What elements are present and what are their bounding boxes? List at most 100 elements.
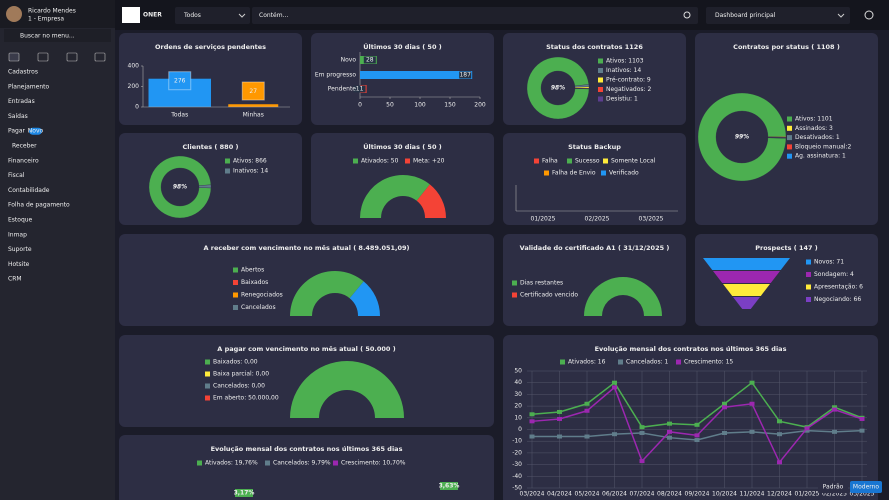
legend-label: Sondagem: 4 [814,271,854,278]
marker [749,429,755,434]
value-label: 11 [356,86,364,93]
point-label: 3,17% [234,490,255,497]
x-tick-label: 07/2024 [630,491,655,498]
point-label: 3,63% [439,483,460,490]
value-label: 28 [366,57,374,64]
dashboard-select[interactable] [706,7,850,24]
card-title: Últimos 30 dias ( 50 ) [363,42,441,51]
menu-tab-icon[interactable] [94,52,106,62]
legend-swatch [205,395,210,401]
menu-item[interactable]: CRM [8,276,22,283]
legend-swatch [603,158,608,164]
menu-tab-icon[interactable] [66,52,78,62]
value-label: 27 [249,88,257,95]
y-tick-label: 50 [514,368,522,375]
menu-item[interactable]: Contabilidade [8,187,50,194]
marker [749,401,755,406]
legend-swatch [787,153,792,159]
menu-item[interactable]: Hotsite [8,261,30,268]
card-title: Prospects ( 147 ) [755,244,818,252]
menu-tab-icon[interactable] [37,52,49,62]
bar [228,104,279,107]
legend-label: Bloqueio manual:2 [795,143,851,150]
legend-swatch [205,383,210,389]
x-tick-label: 12/2024 [767,491,792,498]
legend-label: Baixados: 0,00 [213,359,258,366]
marker [557,434,562,439]
card [503,33,686,125]
search-icon [683,11,691,19]
y-tick-label: -20 [512,449,522,456]
menu-item[interactable]: Planejamento [8,83,49,90]
legend-label: Baixados [241,279,268,286]
card-title: Últimos 30 dias ( 50 ) [363,142,441,151]
x-tick-label: 02/2025 [585,216,610,223]
value-label: 187 [459,72,471,79]
menu-item[interactable]: Fiscal [8,172,25,179]
legend-swatch [233,305,238,310]
user-icon[interactable] [864,10,874,20]
value-label: 276 [174,78,186,85]
marker [584,408,590,413]
y-tick-label: 10 [514,414,522,421]
legend-label: Cancelados [241,304,276,311]
menu-item[interactable]: Pagar [8,128,26,135]
x-tick-label: 100 [414,102,426,109]
menu-item[interactable]: Financeiro [8,157,39,164]
view-button[interactable] [850,481,882,493]
legend-swatch [567,158,572,164]
marker [612,385,617,390]
marker [859,428,865,433]
marker [694,438,700,443]
menu-item[interactable]: Estoque [8,217,33,224]
category-label: Pendente [328,86,357,93]
x-tick-label: 01/2025 [531,216,556,223]
legend-label: Crescimento: 10,70% [341,460,406,467]
marker [667,435,672,440]
x-tick-label: 03/2025 [850,491,875,498]
legend-swatch [598,68,603,73]
menu-item[interactable]: Saídas [8,113,28,120]
filter-select[interactable] [175,7,250,24]
card-title: A pagar com vencimento no mês atual ( 50… [217,345,395,353]
menu-item[interactable]: Receber [12,143,37,150]
legend-label: Ativos: 1101 [795,116,833,123]
x-tick-label: 10/2024 [712,491,737,498]
legend-label: Ativados: 50 [361,158,399,165]
marker [639,431,645,436]
legend-swatch [544,170,549,176]
legend-swatch [787,135,792,141]
x-tick-label: 50 [386,102,394,109]
y-tick-label: -40 [512,473,522,480]
legend-swatch [353,158,358,164]
search-box[interactable] [252,7,698,24]
card-title: Evolução mensal dos contratos nos último… [211,445,403,453]
menu-item[interactable]: Folha de pagamento [8,202,70,209]
card-title: Clientes ( 880 ) [183,143,239,151]
search-text: Contém... [259,12,288,19]
menu-item[interactable]: Suporte [8,246,32,253]
center-label: 98% [173,184,187,191]
menu-item[interactable]: Inmap [8,231,27,238]
view-button[interactable] [818,481,848,493]
marker [832,407,837,412]
y-tick-label: 400 [128,63,140,70]
legend-swatch [233,292,238,298]
legend-swatch [233,267,238,273]
sidebar [0,0,115,500]
marker [667,421,672,426]
gauge-segment [360,175,430,218]
y-tick-label: 40 [514,379,522,386]
menu-item[interactable]: Cadastros [8,69,38,76]
legend-swatch [205,371,210,377]
legend-label: Renegociados [241,292,283,299]
legend-swatch [601,170,606,176]
menu-item[interactable]: Entradas [8,98,35,105]
y-tick-label: 200 [128,83,140,90]
funnel-band [703,258,790,270]
menu-search[interactable] [4,29,111,42]
funnel-band [723,284,770,296]
company: 1 - Empresa [28,16,64,23]
marker [612,432,617,437]
menu-tab-icon[interactable] [8,52,20,62]
